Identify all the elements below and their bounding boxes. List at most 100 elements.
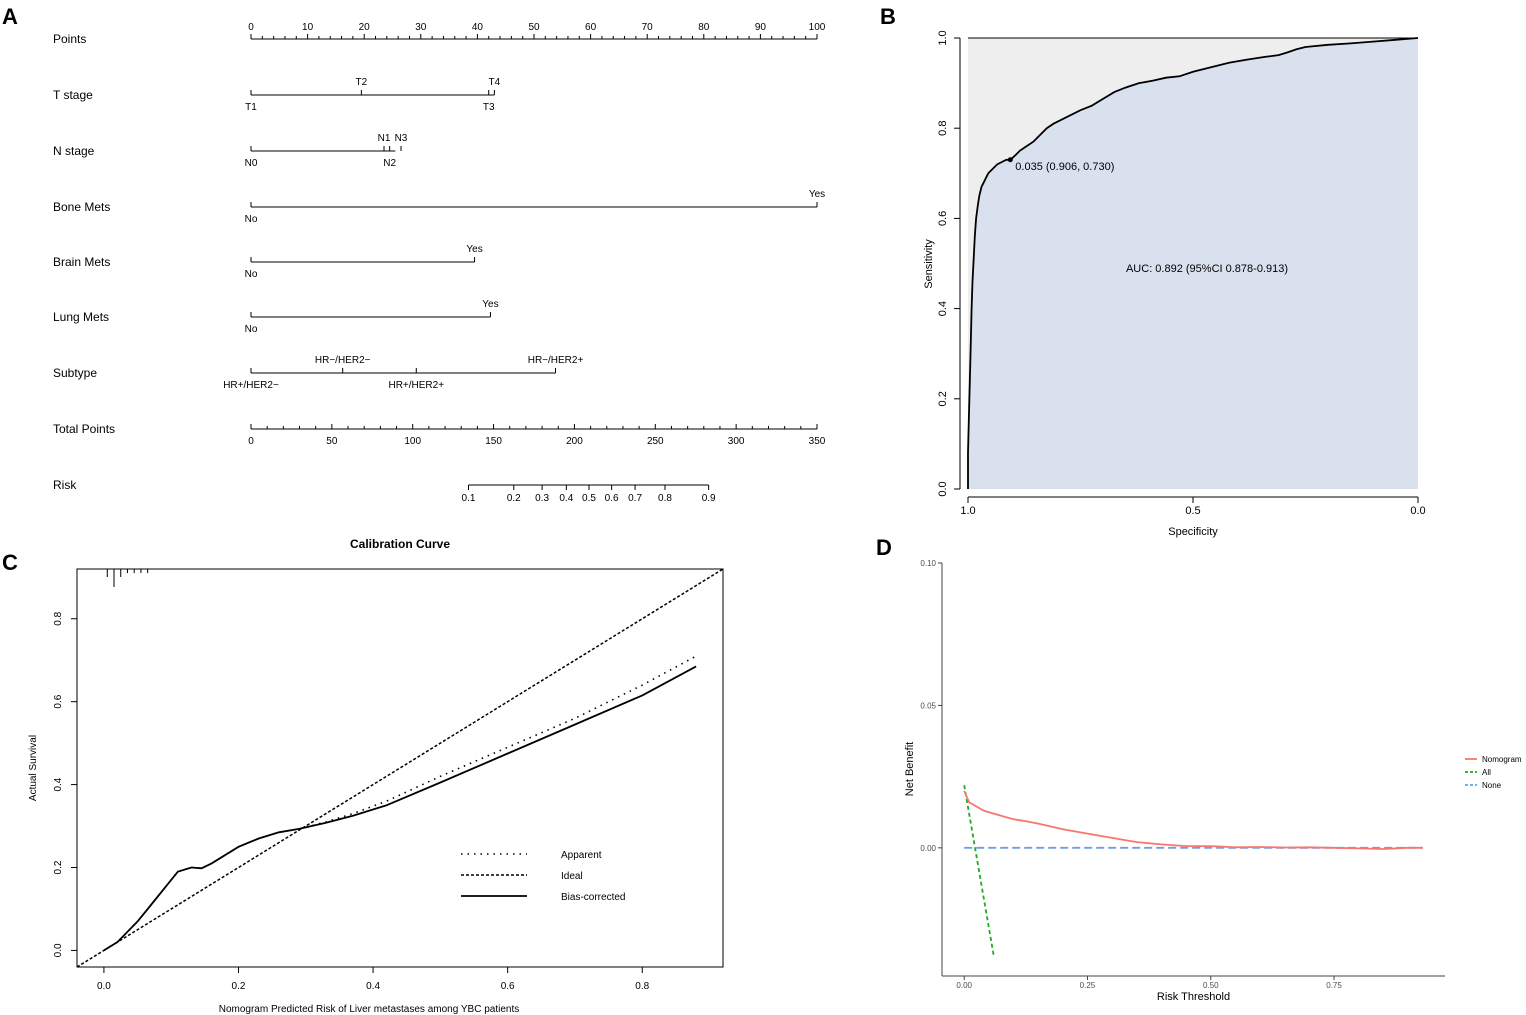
calibration-y-axis-label: Actual Survival — [28, 735, 39, 801]
nomogram-panel: Points 0 10 20 30 40 50 60 70 80 90 100 T stage T2 T4 T… — [53, 22, 826, 504]
nomogram-tick-label: 80 — [698, 22, 710, 33]
calibration-series-bias-corrected — [103, 665, 697, 952]
nomogram-tick-label: 300 — [728, 436, 745, 447]
dca-legend-label-none: None — [1482, 781, 1502, 790]
calibration-x-tick-label: 0.2 — [232, 981, 246, 992]
roc-y-tick-label: 0.4 — [937, 301, 949, 316]
nomogram-level-label: No — [245, 269, 258, 280]
calibration-legend-label-ideal: Ideal — [561, 871, 583, 882]
nomogram-row-label-lung-mets: Lung Mets — [53, 310, 109, 324]
nomogram-level-label: T1 — [245, 102, 257, 113]
risk-tick-label: 0.2 — [507, 493, 521, 504]
nomogram-level-label: T4 — [489, 77, 501, 88]
risk-tick-label: 0.3 — [535, 493, 549, 504]
roc-x-axis-label: Specificity — [1168, 526, 1218, 538]
dca-y-axis-label: Net Benefit — [904, 742, 916, 796]
risk-tick-label: 0.9 — [702, 493, 716, 504]
nomogram-row-label-points: Points — [53, 32, 86, 46]
nomogram-tick-label: 10 — [302, 22, 314, 33]
nomogram-level-label: N2 — [383, 158, 396, 169]
calibration-x-tick-label: 0.8 — [635, 981, 649, 992]
nomogram-row-label-bone-mets: Bone Mets — [53, 200, 110, 214]
nomogram-tick-label: 90 — [755, 22, 767, 33]
roc-auc-label: AUC: 0.892 (95%CI 0.878-0.913) — [1126, 263, 1288, 275]
nomogram-level-label: Yes — [466, 244, 482, 255]
nomogram-level-label: T3 — [483, 102, 495, 113]
roc-y-tick-label: 0.0 — [937, 481, 949, 496]
nomogram-level-label: HR−/HER2+ — [528, 355, 584, 366]
calibration-series-ideal — [77, 569, 723, 967]
nomogram-tick-label: 200 — [566, 436, 583, 447]
risk-tick-label: 0.8 — [658, 493, 672, 504]
roc-y-axis-label: Sensitivity — [923, 239, 935, 289]
nomogram-level-label: Yes — [809, 189, 825, 200]
calibration-series-apparent — [103, 655, 697, 952]
roc-threshold-label: 0.035 (0.906, 0.730) — [1015, 161, 1114, 173]
dca-y-tick-label: 0.00 — [920, 844, 936, 853]
calibration-plot-frame — [76, 568, 724, 968]
dca-y-tick-label: 0.05 — [920, 701, 936, 710]
nomogram-row-label-brain-mets: Brain Mets — [53, 255, 110, 269]
risk-tick-label: 0.7 — [628, 493, 642, 504]
nomogram-tick-label: 30 — [415, 22, 427, 33]
nomogram-row-label-t-stage: T stage — [53, 88, 93, 102]
roc-curve — [967, 37, 1419, 489]
nomogram-level-label: N1 — [378, 133, 391, 144]
dca-series-all — [963, 785, 995, 957]
calibration-x-axis-label: Nomogram Predicted Risk of Liver metasta… — [219, 1004, 520, 1015]
roc-y-tick-label: 1.0 — [937, 30, 949, 45]
nomogram-level-label: N0 — [245, 158, 258, 169]
nomogram-row-label-risk: Risk — [53, 478, 77, 492]
nomogram-tick-label: 0 — [248, 22, 254, 33]
nomogram-tick-label: 100 — [404, 436, 421, 447]
roc-panel: 0.0 0.2 0.4 0.6 0.8 1.0 1.0 0.5 0.0 Specificity Se… — [923, 30, 1426, 538]
decision-curve-panel: 0.00 0.05 0.10 0.00 0.25 0.50 0.75 Risk Thresho… — [904, 559, 1522, 1003]
roc-area — [968, 38, 1418, 489]
nomogram-tick-label: 350 — [809, 436, 826, 447]
dca-legend-label-all: All — [1482, 768, 1491, 777]
nomogram-tick-label: 0 — [248, 436, 254, 447]
nomogram-tick-label: 150 — [485, 436, 502, 447]
dca-x-tick-label: 0.00 — [956, 981, 972, 990]
nomogram-row-label-subtype: Subtype — [53, 366, 97, 380]
nomogram-level-label: No — [245, 324, 258, 335]
nomogram-tick-label: 40 — [472, 22, 484, 33]
roc-threshold-point — [1007, 157, 1013, 163]
nomogram-level-label: No — [245, 214, 258, 225]
calibration-y-tick-label: 0.2 — [53, 860, 64, 874]
dca-x-tick-label: 0.25 — [1080, 981, 1096, 990]
dca-series-nomogram — [963, 790, 1423, 850]
calibration-panel: Calibration Curve 0.0 0.2 0.4 0.6 0.8 0.0 0.2 0.… — [28, 537, 724, 1015]
calibration-legend-label-apparent: Apparent — [561, 850, 602, 861]
dca-y-tick-label: 0.10 — [920, 559, 936, 568]
risk-tick-label: 0.4 — [559, 493, 573, 504]
roc-y-tick-label: 0.2 — [937, 391, 949, 406]
nomogram-tick-label: 50 — [326, 436, 338, 447]
calibration-x-tick-label: 0.4 — [366, 981, 380, 992]
nomogram-row-label-n-stage: N stage — [53, 144, 95, 158]
roc-y-tick-label: 0.6 — [937, 211, 949, 226]
nomogram-level-label: N3 — [395, 133, 408, 144]
calibration-y-tick-label: 0.0 — [53, 943, 64, 957]
calibration-x-tick-label: 0.6 — [501, 981, 515, 992]
nomogram-level-label: HR−/HER2− — [315, 355, 371, 366]
panel-label-d: D — [876, 535, 892, 560]
nomogram-tick-label: 100 — [809, 22, 826, 33]
nomogram-tick-label: 60 — [585, 22, 597, 33]
nomogram-tick-label: 70 — [642, 22, 654, 33]
nomogram-level-label: HR+/HER2− — [223, 380, 279, 391]
roc-y-tick-label: 0.8 — [937, 121, 949, 136]
risk-tick-label: 0.5 — [582, 493, 596, 504]
nomogram-level-label: T2 — [356, 77, 368, 88]
calibration-y-tick-label: 0.8 — [53, 611, 64, 625]
dca-x-axis-label: Risk Threshold — [1157, 991, 1230, 1003]
calibration-y-tick-label: 0.6 — [53, 694, 64, 708]
roc-x-tick-label: 1.0 — [960, 505, 975, 517]
nomogram-level-label: HR+/HER2+ — [388, 380, 444, 391]
panel-label-b: B — [880, 4, 896, 29]
calibration-legend-label-bias-corrected: Bias-corrected — [561, 892, 625, 903]
dca-x-tick-label: 0.75 — [1326, 981, 1342, 990]
calibration-title: Calibration Curve — [350, 537, 450, 551]
panel-label-a: A — [2, 4, 18, 29]
